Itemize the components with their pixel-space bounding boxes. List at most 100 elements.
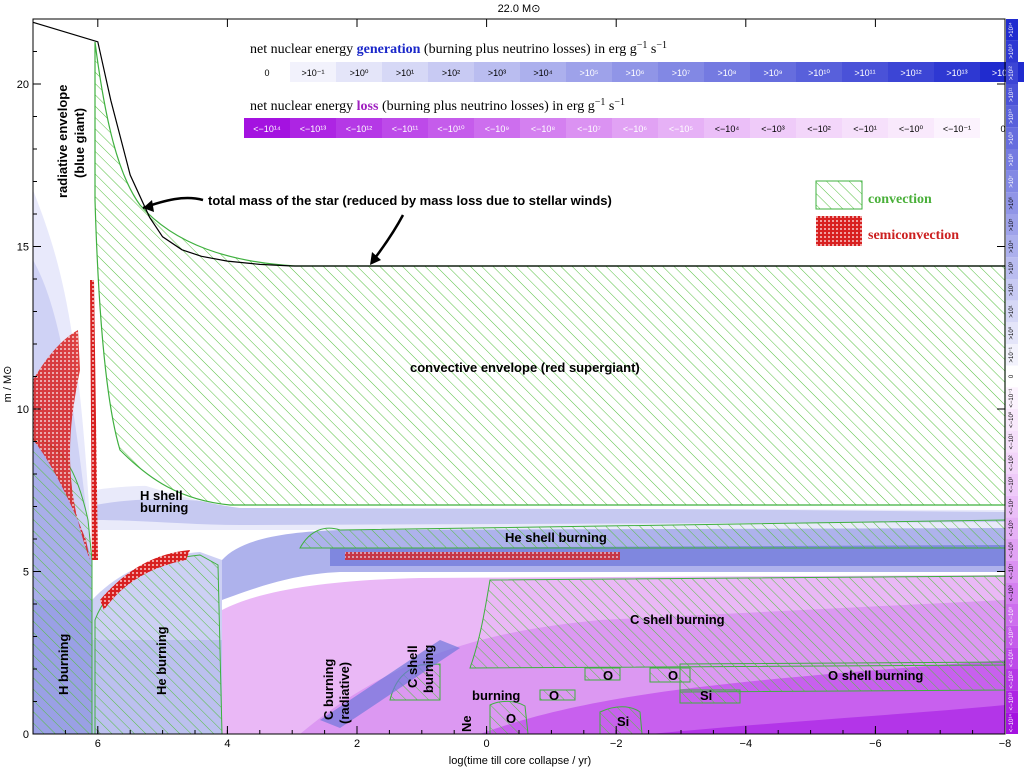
right-bar-cell bbox=[1006, 105, 1018, 128]
h-shell-label-2: burning bbox=[140, 500, 188, 515]
right-bar-cell bbox=[1006, 170, 1018, 193]
loss-cell bbox=[796, 118, 842, 138]
gen-cell bbox=[704, 62, 750, 82]
o-blob-1 bbox=[489, 700, 529, 735]
generation-colorbar: 0 >10⁻¹ >10⁰ >10¹ >10² >10³ >10⁴ >10⁵ >10⁶ >10⁷ >1… bbox=[244, 62, 1024, 82]
gen-cell-label: >10³ bbox=[488, 68, 506, 78]
c-shell-label: C shell burning bbox=[630, 612, 725, 627]
loss-cell bbox=[290, 118, 336, 138]
gen-cell-label: >10² bbox=[442, 68, 460, 78]
loss-cell-label: <−10¹² bbox=[346, 124, 373, 134]
right-bar-cell bbox=[1006, 495, 1018, 518]
he-burning-label: He burning bbox=[154, 626, 169, 695]
right-bar-label: <−10⁷ bbox=[1008, 564, 1015, 580]
right-bar-label: >10⁶ bbox=[1008, 196, 1015, 209]
x-tick-label: −4 bbox=[740, 738, 753, 750]
right-bar-cell bbox=[1006, 517, 1018, 539]
loss-region-core bbox=[650, 705, 1005, 734]
right-bar-cell bbox=[1006, 149, 1018, 171]
h-burning-label: H burning bbox=[56, 634, 71, 695]
gen-cell-label: >10⁻¹ bbox=[301, 68, 324, 78]
right-bar-cell bbox=[1006, 84, 1018, 106]
loss-cell-label: <−10⁵ bbox=[669, 124, 694, 134]
right-bar-cell bbox=[1006, 365, 1018, 388]
right-bar-cell bbox=[1006, 560, 1018, 583]
x-axis: 6 4 2 0 −2 −4 −6 −8 bbox=[32, 19, 1011, 750]
transition-spike bbox=[90, 280, 98, 560]
right-bar-cell bbox=[1006, 235, 1018, 258]
total-mass-arrow-1-head bbox=[143, 200, 154, 212]
radiative-envelope-sublabel: (blue giant) bbox=[72, 108, 87, 178]
right-bar-label: >10¹² bbox=[1009, 66, 1015, 80]
right-bar-label: <−10¹² bbox=[1009, 671, 1015, 689]
right-bar-label: >10⁸ bbox=[1008, 153, 1015, 166]
o-label-3: O bbox=[603, 668, 613, 683]
right-bar-cell bbox=[1006, 409, 1018, 431]
right-bar-label: >10¹⁴ bbox=[1008, 22, 1015, 37]
x-tick-label: −2 bbox=[610, 738, 623, 750]
right-bar-cell bbox=[1006, 474, 1018, 496]
gen-cell bbox=[290, 62, 336, 82]
generation-title: net nuclear energy generation (burning p… bbox=[250, 40, 667, 57]
si-label-2: Si bbox=[700, 688, 712, 703]
right-bar-cell bbox=[1006, 62, 1018, 84]
x-tick-label: 6 bbox=[95, 738, 101, 750]
gen-cell-label: >10¹⁰ bbox=[808, 68, 830, 78]
x-tick-label: −6 bbox=[869, 738, 882, 750]
right-bar-cell bbox=[1006, 712, 1018, 734]
legend-semiconvection-label: semiconvection bbox=[868, 228, 959, 243]
right-bar-cell bbox=[1006, 127, 1018, 149]
right-bar-label: <−10¹⁴ bbox=[1008, 714, 1015, 733]
gen-cell bbox=[474, 62, 520, 82]
right-bar-cell bbox=[1006, 387, 1018, 409]
gen-cell-zero-label: 0 bbox=[264, 68, 269, 78]
x-axis-label: log(time till core collapse / yr) bbox=[449, 755, 591, 767]
right-bar-label: >10¹ bbox=[1009, 305, 1015, 317]
he-shell-label: He shell burning bbox=[505, 530, 607, 545]
o-blob-2 bbox=[539, 689, 576, 701]
right-bar-label: >10¹¹ bbox=[1009, 88, 1015, 102]
loss-colorbar: <−10¹⁴ <−10¹³ <−10¹² <−10¹¹ <−10¹⁰ <−10⁹ <−10⁸… bbox=[244, 118, 1024, 138]
right-bar-cell bbox=[1006, 690, 1018, 713]
loss-cell bbox=[888, 118, 934, 138]
x-tick-label: 2 bbox=[354, 738, 360, 750]
y-tick-label: 5 bbox=[23, 567, 29, 579]
right-bar-cell bbox=[1006, 257, 1018, 279]
right-bar-label: <−10⁰ bbox=[1008, 411, 1015, 428]
loss-cell bbox=[612, 118, 658, 138]
c-radiative-band bbox=[320, 640, 460, 728]
gen-cell bbox=[336, 62, 382, 82]
loss-title: net nuclear energy loss (burning plus ne… bbox=[250, 97, 625, 114]
gen-cell-label: >10¹ bbox=[396, 68, 414, 78]
o-blob-3 bbox=[584, 667, 621, 681]
gen-cell bbox=[520, 62, 566, 82]
right-bar-label: >10⁰ bbox=[1008, 326, 1015, 339]
loss-cell-label: <−10¹⁰ bbox=[437, 124, 465, 134]
gen-cell bbox=[750, 62, 796, 82]
y-tick-label: 20 bbox=[17, 79, 29, 91]
loss-cell bbox=[244, 118, 290, 138]
right-bar-cell bbox=[1006, 40, 1018, 63]
loss-cell-label: <−10⁻¹ bbox=[943, 124, 971, 134]
loss-cell-label: <−10¹¹ bbox=[392, 124, 419, 134]
right-bar-label: <−10⁹ bbox=[1008, 606, 1015, 623]
right-bar-cell bbox=[1006, 582, 1018, 604]
c-burning-label: C burning bbox=[321, 659, 336, 720]
loss-cell bbox=[750, 118, 796, 138]
loss-cell-label: <−10⁷ bbox=[577, 124, 601, 134]
gen-cell-label: >10⁶ bbox=[626, 68, 645, 78]
total-mass-annotation: total mass of the star (reduced by mass … bbox=[208, 193, 612, 208]
right-bar-label: >10⁵ bbox=[1008, 218, 1015, 231]
loss-cell bbox=[474, 118, 520, 138]
gen-cell-label: >10¹¹ bbox=[854, 68, 875, 78]
total-mass-arrow-2-head bbox=[370, 252, 381, 265]
loss-cell bbox=[934, 118, 980, 138]
c-shell-small-label: C shell bbox=[405, 645, 420, 688]
right-bar-label: <−10⁸ bbox=[1008, 585, 1015, 602]
legend-semiconvection-swatch bbox=[816, 216, 862, 246]
o-label-2: O bbox=[549, 688, 559, 703]
gen-cell-label: >10¹³ bbox=[946, 68, 967, 78]
right-bar-cell bbox=[1006, 344, 1018, 366]
right-bar-label: <−10¹⁰ bbox=[1008, 627, 1015, 646]
